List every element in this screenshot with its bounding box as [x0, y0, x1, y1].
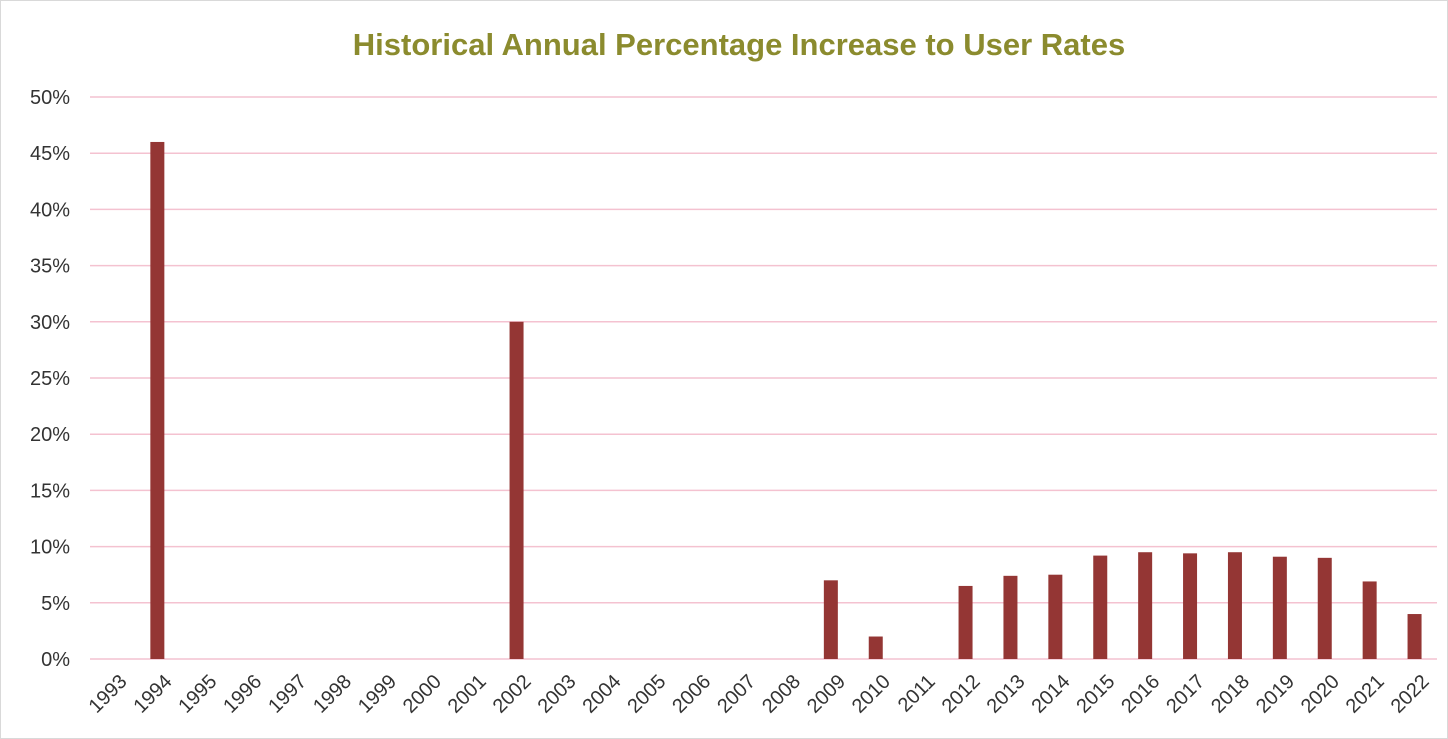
x-tick-label: 2019 [1252, 671, 1299, 718]
x-tick-label: 2009 [803, 671, 850, 718]
x-tick-label: 2018 [1207, 671, 1254, 718]
bar-2009 [823, 580, 838, 659]
bar-1994 [150, 141, 165, 659]
x-tick-label: 2012 [938, 671, 985, 718]
bar-2010 [868, 636, 883, 659]
x-tick-label: 2021 [1342, 671, 1389, 718]
x-tick-label: 1994 [129, 671, 176, 718]
y-tick-label: 15% [30, 480, 70, 502]
x-tick-label: 2004 [578, 671, 625, 718]
x-tick-label: 2005 [623, 671, 670, 718]
bar-2022 [1407, 614, 1422, 659]
x-tick-label: 1997 [264, 671, 311, 718]
bar-2021 [1362, 581, 1377, 659]
x-tick-label: 2013 [983, 671, 1030, 718]
x-tick-label: 2007 [713, 671, 760, 718]
x-tick-label: 2003 [534, 671, 581, 718]
x-tick-label: 2011 [894, 671, 940, 717]
x-tick-label: 2014 [1027, 671, 1074, 718]
y-tick-label: 0% [41, 649, 70, 671]
x-tick-label: 2008 [758, 671, 805, 718]
y-tick-label: 50% [30, 87, 70, 109]
x-tick-label: 2017 [1162, 671, 1209, 718]
bar-2012 [958, 585, 973, 659]
bar-2019 [1272, 556, 1287, 659]
bar-2016 [1138, 552, 1153, 659]
bar-2002 [509, 321, 524, 659]
x-tick-label: 2002 [489, 671, 536, 718]
x-tick-label: 2020 [1297, 671, 1344, 718]
x-tick-label: 2015 [1072, 671, 1119, 718]
x-tick-label: 1993 [85, 671, 132, 718]
y-tick-label: 45% [30, 143, 70, 165]
chart-title: Historical Annual Percentage Increase to… [352, 27, 1126, 62]
x-tick-label: 2022 [1387, 671, 1434, 718]
x-tick-label: 1999 [354, 671, 401, 718]
y-tick-label: 5% [41, 593, 70, 615]
x-tick-label: 2010 [848, 671, 895, 718]
y-tick-label: 30% [30, 312, 70, 334]
y-tick-label: 25% [30, 368, 70, 390]
bar-2014 [1048, 574, 1063, 659]
x-tick-label: 2000 [399, 671, 446, 718]
y-tick-label: 40% [30, 199, 70, 221]
x-tick-label: 1996 [219, 671, 266, 718]
bar-2013 [1003, 575, 1018, 659]
x-tick-label: 2016 [1117, 671, 1164, 718]
y-tick-label: 10% [30, 537, 70, 559]
x-tick-label: 1998 [309, 671, 356, 718]
bar-2015 [1093, 555, 1108, 659]
x-tick-label: 2006 [668, 671, 715, 718]
y-tick-label: 35% [30, 256, 70, 278]
bar-2018 [1227, 552, 1242, 659]
y-tick-label: 20% [30, 424, 70, 446]
x-tick-label: 2001 [444, 671, 491, 718]
bar-2017 [1183, 553, 1198, 659]
x-tick-label: 1995 [174, 671, 221, 718]
bar-2020 [1317, 557, 1332, 659]
